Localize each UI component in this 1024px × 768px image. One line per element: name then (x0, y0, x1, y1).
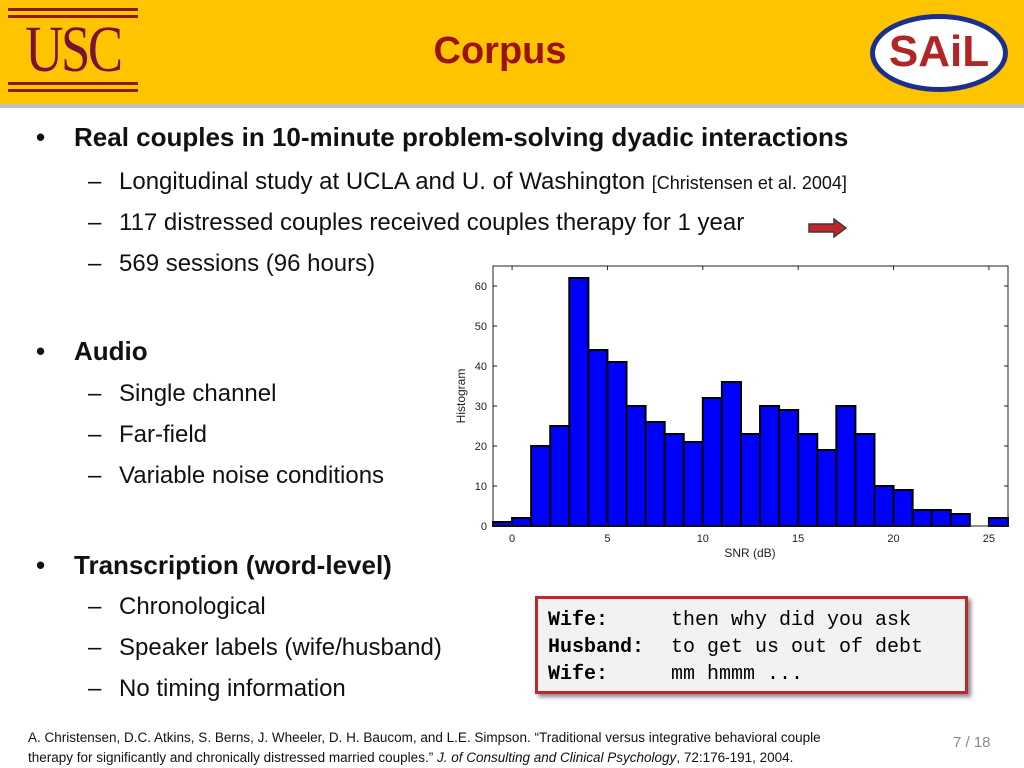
histogram-bar (949, 513, 971, 527)
page-number: 7 / 18 (953, 734, 991, 751)
y-axis-label: Histogram (454, 369, 468, 424)
histogram-bar (530, 445, 552, 527)
sail-logo: SAiL (870, 14, 1008, 92)
histogram-bar (816, 449, 838, 527)
bullet-corpus: • Real couples in 10-minute problem-solvi… (36, 122, 849, 152)
x-tick-label: 0 (509, 533, 515, 545)
sub-bullet: – Chronological (88, 593, 266, 620)
histogram-bar (549, 425, 571, 527)
y-tick-label: 30 (475, 401, 487, 413)
slide-header: USC Corpus SAiL (0, 0, 1024, 108)
snr-histogram: 0 5 10 15 20 25 0 10 20 30 40 50 60 SNR (dB) Histogr… (454, 265, 1009, 560)
histogram-bar (568, 277, 590, 527)
x-tick-label: 5 (604, 533, 610, 545)
histogram-bar (835, 405, 857, 527)
y-tick-label: 50 (475, 321, 487, 333)
x-tick-label: 25 (983, 533, 995, 545)
histogram-bar (663, 433, 685, 527)
transcript-line: Husband: to get us out of debt (548, 636, 924, 659)
x-tick-label: 20 (887, 533, 899, 545)
transcript-line: Wife: then why did you ask (548, 609, 912, 632)
y-tick-label: 0 (481, 521, 487, 533)
y-tick-label: 20 (475, 441, 487, 453)
histogram-bar (759, 405, 781, 527)
x-axis-label: SNR (dB) (724, 546, 775, 560)
y-tick-label: 40 (475, 361, 487, 373)
axes-box (492, 265, 1009, 527)
histogram-bar (873, 485, 895, 527)
histogram-bar (682, 441, 704, 527)
sub-bullet: – Longitudinal study at UCLA and U. of Wa… (88, 168, 847, 195)
histogram-bar (987, 517, 1009, 527)
histogram-bar (701, 397, 723, 527)
histogram-bar (778, 409, 800, 527)
citation: A. Christensen, D.C. Atkins, S. Berns, J… (28, 730, 821, 765)
histogram-bar (911, 509, 933, 527)
sub-bullet: – Far-field (88, 421, 208, 448)
sub-bullet: –117 distressed couples received couples… (88, 209, 745, 236)
histogram-bar (797, 433, 819, 527)
histogram-bar (511, 517, 533, 527)
histogram-bar (587, 349, 609, 527)
slide-title: Corpus (433, 30, 567, 72)
bullet-transcription: • Transcription (word-level) (36, 550, 392, 580)
histogram-bar (720, 381, 742, 527)
x-tick-label: 10 (697, 533, 709, 545)
histogram-bar (930, 509, 952, 527)
histogram-bar (492, 521, 514, 527)
sub-bullet: – Single channel (88, 380, 277, 407)
sub-bullet: – Speaker labels (wife/husband) (88, 634, 442, 661)
sub-bullet: –569 sessions (96 hours) (88, 250, 376, 277)
histogram-bar (606, 361, 628, 527)
histogram-bar (854, 433, 876, 527)
histogram-bar (644, 421, 666, 527)
y-tick-label: 10 (475, 481, 487, 493)
y-tick-label: 60 (475, 281, 487, 293)
arrow-right-icon (808, 218, 848, 238)
histogram-bar (739, 433, 762, 527)
x-tick-label: 15 (792, 533, 804, 545)
transcript-line: Wife: mm hmmm ... (548, 663, 804, 686)
usc-logo: USC (8, 6, 138, 92)
histogram-bar (625, 405, 647, 527)
histogram-bar (892, 489, 914, 527)
sub-bullet: – No timing information (88, 675, 346, 702)
bullet-audio: • Audio (36, 336, 148, 366)
sub-bullet: – Variable noise conditions (88, 462, 385, 489)
transcript-example: Wife: then why did you ask Husband: to get… (535, 596, 968, 694)
